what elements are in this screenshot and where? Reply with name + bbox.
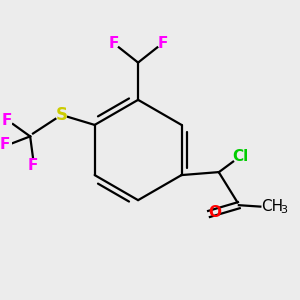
Text: F: F <box>109 36 119 51</box>
Text: O: O <box>208 205 221 220</box>
Text: F: F <box>28 158 38 172</box>
Text: F: F <box>0 137 10 152</box>
Text: F: F <box>157 36 168 51</box>
Text: Cl: Cl <box>232 149 248 164</box>
Text: 3: 3 <box>281 205 288 215</box>
Text: CH: CH <box>261 199 283 214</box>
Text: S: S <box>56 106 68 124</box>
Text: F: F <box>2 113 12 128</box>
